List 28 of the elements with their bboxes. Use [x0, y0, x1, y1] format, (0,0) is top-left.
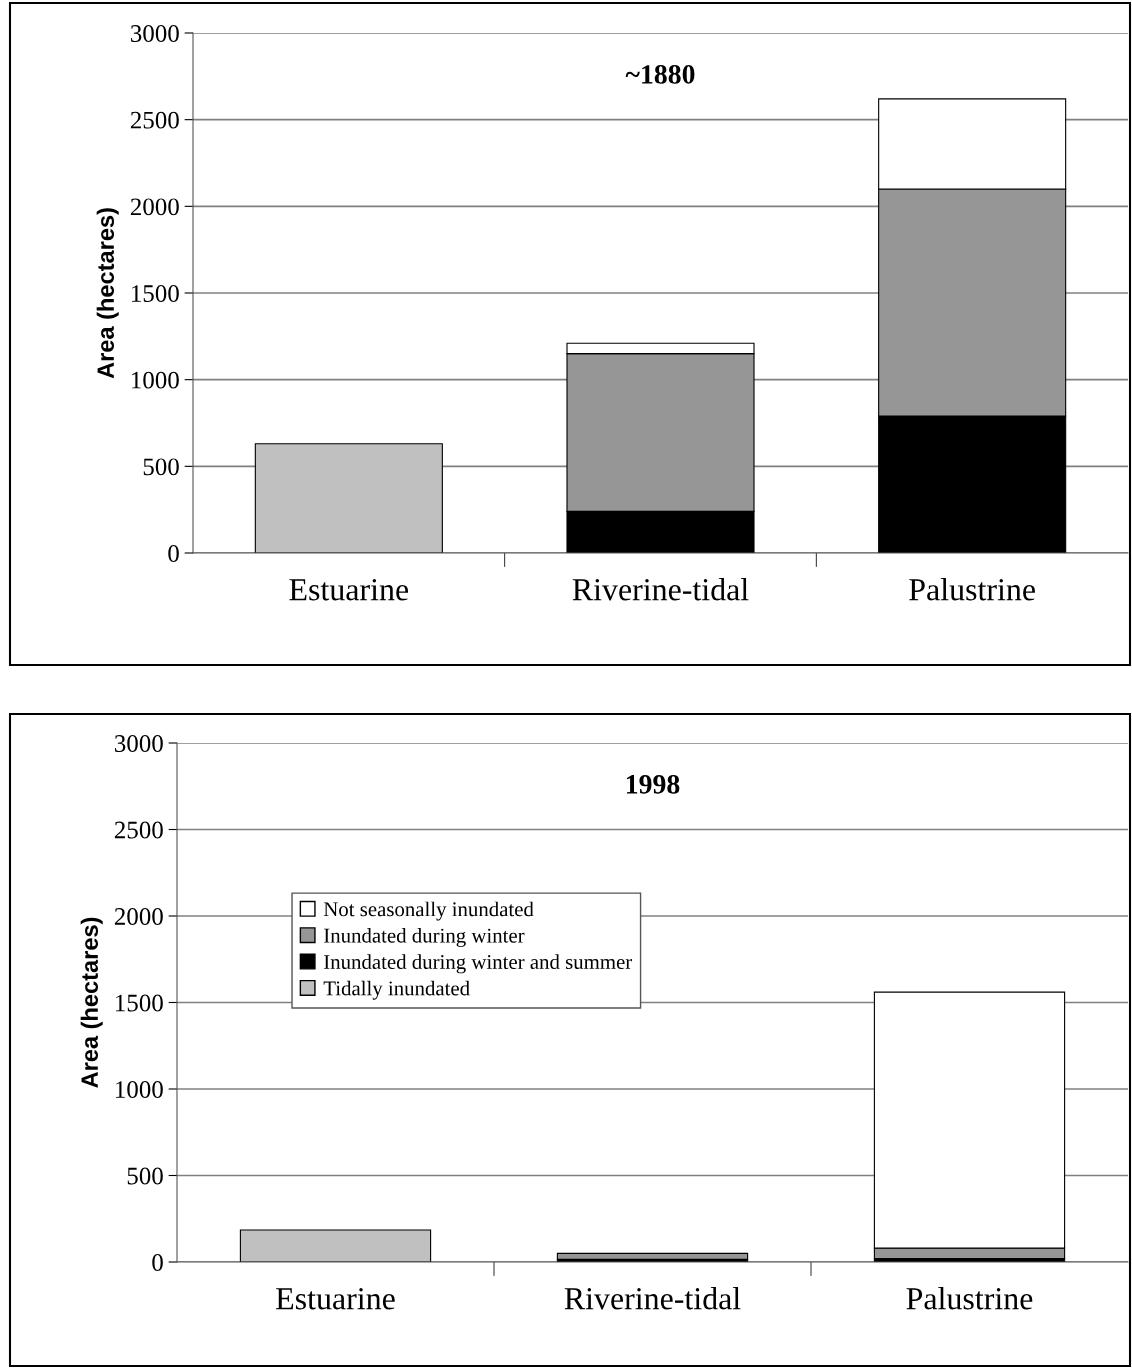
y-tick-label: 500 [143, 458, 179, 476]
legend-label: Inundated during winter and summer [324, 954, 633, 974]
text: ~1880 [625, 65, 695, 84]
y-axis-title: Area (hectares) [80, 917, 103, 1088]
x-tick-label: Estuarine [289, 579, 409, 601]
y-tick-label: 0 [168, 545, 179, 562]
legend-label: Tidally inundated [323, 980, 470, 1000]
x-tick-label: Palustrine [906, 1287, 1033, 1310]
x-tick-label: Riverine-tidal [572, 578, 749, 601]
y-tick-label: 0 [152, 1254, 163, 1271]
x-tick-label: Palustrine [909, 578, 1035, 601]
legend-label: Not seasonally inundated [323, 901, 534, 921]
y-tick-label: 1500 [132, 285, 179, 302]
y-tick-label: 2000 [130, 198, 179, 216]
x-tick-label: Estuarine [276, 1288, 395, 1310]
y-tick-label: 500 [127, 1167, 163, 1185]
y-tick-label: 2500 [114, 821, 163, 839]
y-tick-label: 1500 [116, 994, 163, 1012]
y-tick-label: 1000 [132, 371, 179, 389]
y-tick-label: 2500 [130, 111, 179, 129]
y-tick-label: 2000 [114, 908, 163, 925]
y-tick-label: 1000 [116, 1081, 163, 1098]
x-tick-label: Riverine-tidal [564, 1287, 741, 1310]
y-tick-label: 3000 [115, 735, 163, 752]
text: 1998 [626, 774, 680, 794]
y-axis-title: Area (hectares) [96, 208, 119, 379]
y-tick-label: 3000 [131, 25, 179, 42]
legend-label: Inundated during winter [324, 928, 525, 947]
